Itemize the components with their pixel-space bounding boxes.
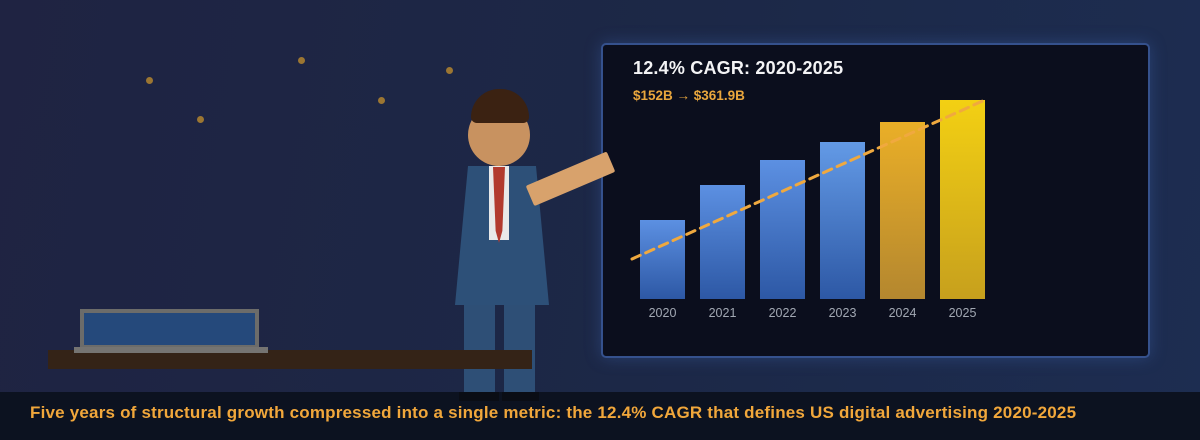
year-label-2025: 2025 (948, 306, 977, 320)
bar-2020 (640, 220, 685, 299)
star-dot (146, 77, 153, 84)
year-label-2023: 2023 (828, 306, 857, 320)
bar-2021 (700, 185, 745, 299)
star-dot (197, 116, 204, 123)
presenter-leg-right (504, 300, 535, 392)
presenter-tie (493, 167, 505, 243)
bar-2022 (760, 160, 805, 299)
laptop-screen (80, 309, 259, 349)
laptop-base (74, 347, 268, 353)
star-dot (446, 67, 453, 74)
bar-2024 (880, 122, 925, 299)
bar-2023 (820, 142, 865, 299)
presenter-hair (471, 89, 529, 123)
caption-text: Five years of structural growth compress… (30, 402, 1077, 422)
desk (48, 350, 532, 369)
year-label-2022: 2022 (768, 306, 797, 320)
year-label-2024: 2024 (888, 306, 917, 320)
caption-bar: Five years of structural growth compress… (0, 392, 1200, 440)
bar-2025 (940, 100, 985, 299)
star-dot (378, 97, 385, 104)
year-label-2020: 2020 (648, 306, 677, 320)
chart-panel: 12.4% CAGR: 2020-2025 $152B → $361.9B 20… (601, 43, 1150, 358)
presenter-shoe-right (502, 392, 539, 401)
bars-layer: 2020 2021 2022 2023 2024 2025 (603, 45, 1148, 356)
year-label-2021: 2021 (708, 306, 737, 320)
star-dot (298, 57, 305, 64)
presenter-leg-left (464, 300, 495, 392)
presenter-shoe-left (459, 392, 499, 401)
chart-title: 12.4% CAGR: 2020-2025 (633, 58, 844, 78)
